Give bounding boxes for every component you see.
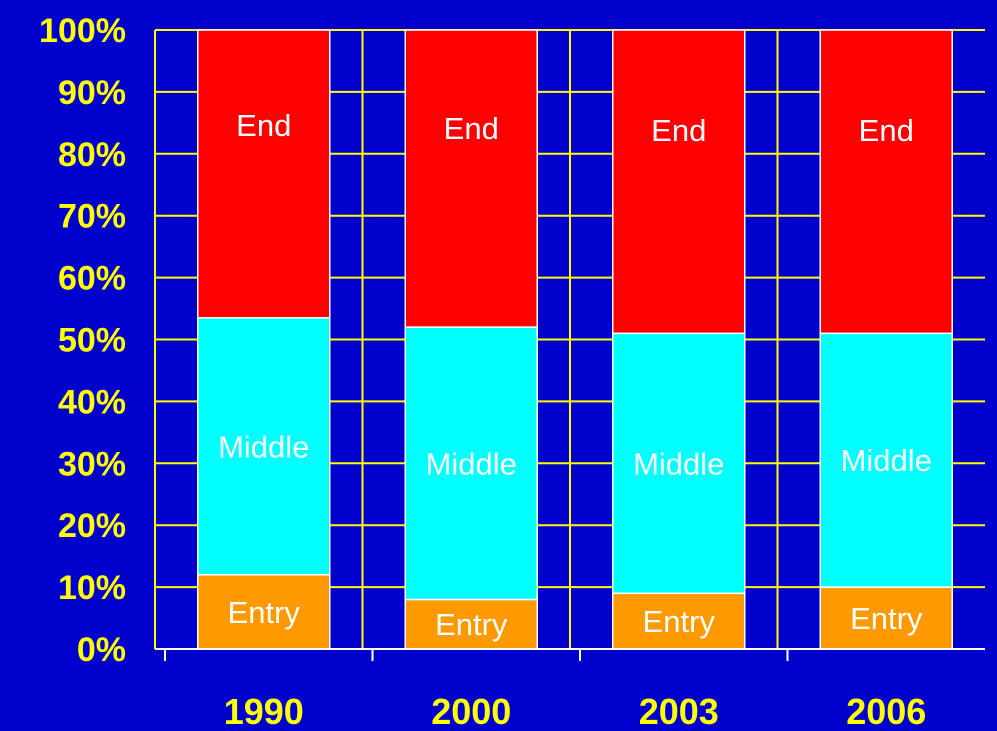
segment-label: Entry — [228, 595, 301, 630]
y-tick-label: 100% — [39, 12, 126, 50]
segment-label: Middle — [633, 446, 724, 481]
y-tick-label: 90% — [58, 74, 126, 112]
bar-segment-middle — [612, 332, 746, 595]
bar-segment-end — [612, 29, 746, 335]
bar-segment-middle — [404, 326, 538, 601]
y-tick-label: 40% — [58, 383, 126, 421]
segment-label: Middle — [218, 429, 309, 464]
bars: Entry Middle End Entry Middle End Entry Middle E… — [197, 29, 953, 650]
y-tick-label: 10% — [58, 569, 126, 607]
x-tick-label: 2006 — [846, 691, 926, 731]
bar-segment-entry — [404, 598, 538, 650]
x-axis-ticks: 1990 2000 2003 2006 — [224, 691, 927, 731]
bar-segment-middle — [197, 317, 331, 576]
y-tick-label: 30% — [58, 445, 126, 483]
bar-segment-end — [404, 29, 538, 328]
segment-label: End — [236, 108, 291, 143]
segment-label: End — [859, 113, 914, 148]
bar-segment-end — [819, 29, 953, 335]
y-axis-ticks: 0% 10% 20% 30% 40% 50% 60% 70% 80% 90% 100% — [39, 12, 126, 669]
y-tick-label: 80% — [58, 136, 126, 174]
segment-label: Entry — [850, 601, 923, 636]
segment-label: End — [444, 111, 499, 146]
segment-label: Middle — [841, 443, 932, 478]
x-axis — [155, 648, 985, 661]
bar-segment-end — [197, 29, 331, 319]
y-tick-label: 60% — [58, 260, 126, 298]
x-tick-label: 2003 — [639, 691, 719, 731]
x-tick-label: 2000 — [431, 691, 511, 731]
y-tick-label: 50% — [58, 322, 126, 360]
segment-label: End — [651, 113, 706, 148]
segment-label: Entry — [643, 604, 716, 639]
y-tick-label: 20% — [58, 507, 126, 545]
segment-label: Entry — [435, 607, 508, 642]
y-tick-label: 0% — [77, 631, 126, 669]
bar-segment-middle — [819, 332, 953, 588]
bar-segment-entry — [612, 592, 746, 650]
segment-label: Middle — [426, 446, 517, 481]
x-tick-label: 1990 — [224, 691, 304, 731]
bar-segment-entry — [197, 573, 331, 650]
y-tick-label: 70% — [58, 198, 126, 236]
